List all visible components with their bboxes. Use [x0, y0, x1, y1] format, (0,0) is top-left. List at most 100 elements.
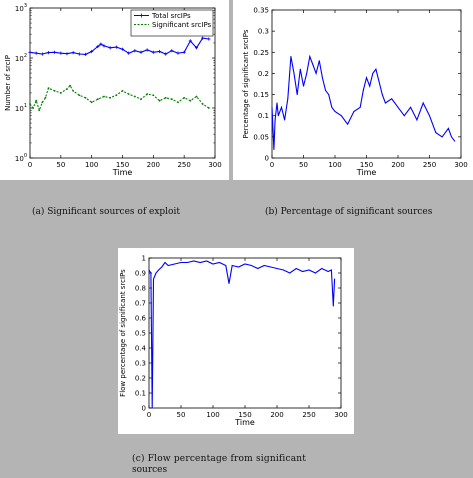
y-tick-label-b: 0.1: [258, 112, 269, 120]
data-point-a-1: [47, 87, 50, 90]
data-point-b-0: [403, 115, 405, 117]
data-point-c-0: [225, 265, 227, 266]
x-tick-label-c: 50: [177, 411, 186, 419]
data-point-a-0: [96, 44, 100, 49]
x-tick-label-b: 50: [299, 161, 308, 169]
data-point-c-0: [250, 265, 252, 266]
data-point-c-0: [332, 305, 334, 307]
data-point-a-0: [53, 50, 57, 54]
y-tick-label-a: 103: [15, 3, 27, 13]
data-point-c-0: [164, 262, 166, 263]
data-point-b-0: [331, 106, 333, 108]
x-tick-label-b: 300: [454, 161, 467, 169]
data-point-c-0: [327, 271, 329, 272]
data-point-a-0: [133, 49, 137, 53]
data-point-b-0: [277, 115, 279, 117]
y-tick-label-b: 0: [265, 155, 269, 163]
data-point-a-1: [183, 96, 186, 99]
x-tick-label-a: 150: [116, 161, 129, 169]
data-point-c-0: [206, 260, 208, 262]
x-tick-label-c: 0: [147, 411, 151, 419]
x-tick-label-c: 300: [334, 411, 347, 419]
legend-label-a-0: Total srcIPs: [151, 12, 191, 20]
data-point-b-0: [328, 94, 330, 96]
data-point-b-0: [378, 81, 380, 83]
data-point-a-0: [77, 52, 81, 56]
data-point-c-0: [155, 272, 157, 274]
data-point-a-0: [40, 52, 44, 56]
y-axis-label-b: Percentage of significant srcIPs: [242, 29, 250, 138]
data-point-a-0: [90, 49, 94, 54]
data-point-a-0: [83, 52, 88, 57]
data-point-b-0: [309, 56, 311, 58]
data-point-b-0: [293, 72, 295, 74]
x-tick-label-c: 200: [270, 411, 283, 419]
data-point-b-0: [441, 136, 443, 138]
data-point-c-0: [150, 272, 152, 274]
data-point-b-0: [391, 98, 393, 100]
data-point-a-0: [145, 48, 149, 52]
data-point-c-0: [167, 265, 169, 266]
x-tick-label-a: 300: [208, 161, 221, 169]
data-point-b-0: [325, 89, 327, 91]
y-tick-label-c: 0.2: [135, 375, 146, 383]
y-tick-label-c: 1: [142, 255, 146, 263]
data-point-b-0: [416, 119, 418, 121]
data-point-b-0: [366, 77, 367, 79]
data-point-b-0: [422, 102, 424, 104]
data-point-a-1: [140, 98, 142, 101]
data-point-b-0: [359, 106, 361, 108]
data-point-a-0: [28, 50, 32, 54]
x-tick-label-a: 200: [147, 161, 160, 169]
data-point-c-0: [231, 265, 233, 266]
data-point-c-0: [199, 262, 201, 263]
data-point-a-1: [78, 94, 81, 97]
data-point-c-0: [257, 268, 259, 269]
data-point-c-0: [289, 272, 291, 274]
y-tick-label-c: 0.3: [135, 360, 146, 368]
data-point-a-1: [41, 101, 44, 104]
data-point-a-1: [164, 96, 167, 99]
data-point-c-0: [276, 268, 278, 269]
data-point-c-0: [244, 263, 246, 265]
caption-c-line2: sources: [132, 465, 168, 475]
chart-a-svg: 0 50 100 150 200 250 300 100 101 102 103 Time Number…: [4, 3, 222, 177]
data-point-a-0: [59, 51, 63, 55]
data-point-a-0: [114, 45, 118, 49]
data-point-a-0: [139, 50, 143, 54]
y-tick-label-c: 0.5: [135, 330, 146, 338]
y-axis-label-c: Flow percentage of significant srcIPs: [119, 269, 127, 397]
data-point-b-0: [334, 110, 336, 112]
data-point-a-0: [65, 52, 69, 56]
data-point-a-1: [207, 107, 210, 109]
y-tick-label-b: 0.35: [253, 7, 269, 15]
data-point-b-0: [296, 94, 298, 96]
chart-b-svg: 0 50 100 150 200 250 300 0 0.05 0.1 0.15 0.2 0.25 0.3…: [242, 7, 468, 178]
legend-box-a: [130, 9, 214, 37]
data-point-c-0: [330, 269, 332, 271]
data-point-b-0: [375, 68, 377, 70]
data-point-a-0: [194, 46, 199, 50]
x-axis-label-a: Time: [112, 168, 133, 177]
data-point-b-0: [303, 85, 304, 87]
data-point-a-1: [152, 94, 155, 97]
y-tick-label-c: 0: [142, 405, 146, 413]
chart-panel-c: 0 50 100 150 200 250 300 0 0.1 0.2 0.3 0.4 0.5 0.6 0.7…: [118, 248, 354, 434]
y-tick-label-c: 0.4: [135, 345, 147, 353]
x-tick-label-b: 250: [423, 161, 436, 169]
data-point-a-1: [201, 103, 204, 105]
data-point-b-0: [435, 132, 437, 134]
data-point-c-0: [308, 269, 310, 271]
data-point-c-0: [228, 283, 230, 284]
plot-frame-b: [271, 9, 462, 159]
data-point-a-0: [34, 51, 38, 55]
y-tick-label-a: 102: [15, 53, 27, 63]
data-point-b-0: [284, 119, 286, 121]
data-point-b-0: [384, 102, 386, 104]
data-point-c-0: [270, 266, 272, 268]
caption-b: (b) Percentage of significant sources: [265, 207, 433, 217]
y-tick-label-c: 0.1: [135, 390, 146, 398]
data-point-a-1: [32, 107, 34, 109]
data-point-a-1: [121, 89, 124, 92]
data-point-a-0: [170, 49, 174, 53]
